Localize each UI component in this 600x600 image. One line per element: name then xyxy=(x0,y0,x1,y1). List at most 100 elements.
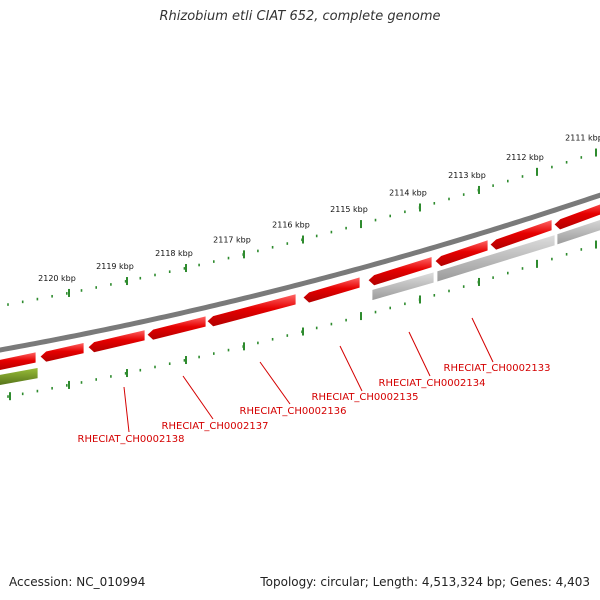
minor-tick xyxy=(213,352,215,355)
minor-tick xyxy=(448,197,450,201)
minor-tick xyxy=(448,289,450,293)
gene-arrow xyxy=(0,351,37,371)
gene-arrow xyxy=(367,255,433,287)
minor-tick xyxy=(389,214,391,218)
minor-tick xyxy=(374,310,377,314)
major-tick xyxy=(536,167,538,176)
minor-tick xyxy=(154,365,156,369)
major-tick xyxy=(185,264,187,273)
kbp-tick-label: 2117 kbp xyxy=(213,235,251,244)
kbp-tick-label: 2114 kbp xyxy=(389,188,427,197)
minor-tick xyxy=(551,165,553,169)
minor-tick xyxy=(80,289,83,292)
minor-tick xyxy=(36,297,39,301)
kbp-tick-label: 2118 kbp xyxy=(155,249,193,258)
minor-tick xyxy=(462,285,465,288)
major-tick xyxy=(126,277,128,286)
minor-tick xyxy=(66,384,68,387)
minor-tick xyxy=(315,234,318,238)
minor-tick xyxy=(21,392,24,396)
minor-tick xyxy=(521,175,524,178)
major-tick xyxy=(595,240,597,249)
minor-tick xyxy=(124,280,127,283)
minor-tick xyxy=(213,260,215,263)
minor-tick xyxy=(198,355,200,359)
minor-tick xyxy=(36,389,39,393)
minor-tick xyxy=(345,226,347,230)
minor-tick xyxy=(168,362,171,366)
kbp-tick-label: 2112 kbp xyxy=(506,153,544,162)
gene-arrow xyxy=(39,341,85,363)
minor-tick xyxy=(139,368,142,372)
minor-tick xyxy=(580,156,583,159)
kbp-tick-label: 2120 kbp xyxy=(38,274,76,283)
kbp-labels: 2111 kbp 2112 kbp 2113 kbp 2114 kbp 2115 kbp… xyxy=(38,134,600,283)
kbp-tick-label: 2119 kbp xyxy=(96,262,134,271)
minor-tick xyxy=(227,348,230,352)
minor-tick xyxy=(565,252,568,256)
kbp-tick-label: 2113 kbp xyxy=(448,171,486,180)
minor-tick xyxy=(95,378,97,381)
major-tick xyxy=(243,250,245,259)
minor-tick xyxy=(66,292,68,295)
major-tick xyxy=(360,312,362,321)
minor-tick xyxy=(271,337,274,341)
genome-summary-text: Topology: circular; Length: 4,513,324 bp… xyxy=(260,575,590,589)
major-tick xyxy=(9,392,11,401)
map-title: Rhizobium etli CIAT 652, complete genome xyxy=(159,9,441,24)
major-tick xyxy=(595,148,597,157)
minor-tick xyxy=(7,303,9,306)
gene-reverse xyxy=(556,219,600,246)
minor-tick xyxy=(345,318,347,322)
callout-line xyxy=(408,331,431,377)
minor-tick xyxy=(286,242,289,245)
major-tick xyxy=(478,277,480,286)
callout-line xyxy=(339,345,363,392)
gene-label: RHECIAT_CH0002138 xyxy=(78,434,185,445)
kbp-tick-track-lower xyxy=(7,240,597,401)
gene-callouts: RHECIAT_CH0002133 RHECIAT_CH0002134 RHECIA… xyxy=(78,317,550,445)
minor-tick xyxy=(330,230,333,234)
minor-tick xyxy=(492,184,494,187)
minor-tick xyxy=(521,267,524,270)
kbp-tick-label: 2111 kbp xyxy=(565,134,600,143)
minor-tick xyxy=(198,263,200,267)
major-tick xyxy=(126,369,128,378)
minor-tick xyxy=(80,381,83,384)
minor-tick xyxy=(580,248,583,251)
minor-tick xyxy=(507,271,509,275)
minor-tick xyxy=(389,306,391,310)
minor-tick xyxy=(124,372,127,375)
minor-tick xyxy=(7,395,9,398)
kbp-tick-label: 2116 kbp xyxy=(272,221,310,230)
minor-tick xyxy=(315,326,318,330)
major-tick xyxy=(68,380,70,389)
minor-tick xyxy=(433,202,436,205)
gene-arrow xyxy=(434,239,489,268)
callout-line xyxy=(259,361,291,405)
minor-tick xyxy=(110,375,112,378)
accession-text: Accession: NC_010994 xyxy=(9,575,146,589)
minor-tick xyxy=(21,300,24,304)
major-tick xyxy=(360,220,362,229)
gene-track xyxy=(0,203,600,386)
minor-tick xyxy=(286,334,289,337)
minor-tick xyxy=(227,256,230,260)
callout-line xyxy=(123,386,130,433)
major-tick xyxy=(536,259,538,268)
minor-tick xyxy=(492,276,494,279)
kbp-tick-label: 2115 kbp xyxy=(330,205,368,214)
gene-arrow xyxy=(87,329,146,354)
minor-tick xyxy=(404,210,406,214)
minor-tick xyxy=(51,294,53,298)
gene-olive xyxy=(0,367,39,386)
gene-arrow xyxy=(553,203,600,231)
minor-tick xyxy=(168,270,171,274)
minor-tick xyxy=(404,302,406,306)
major-tick xyxy=(478,185,480,194)
gene-label: RHECIAT_CH0002136 xyxy=(240,406,347,417)
minor-tick xyxy=(551,257,553,261)
minor-tick xyxy=(154,273,156,277)
